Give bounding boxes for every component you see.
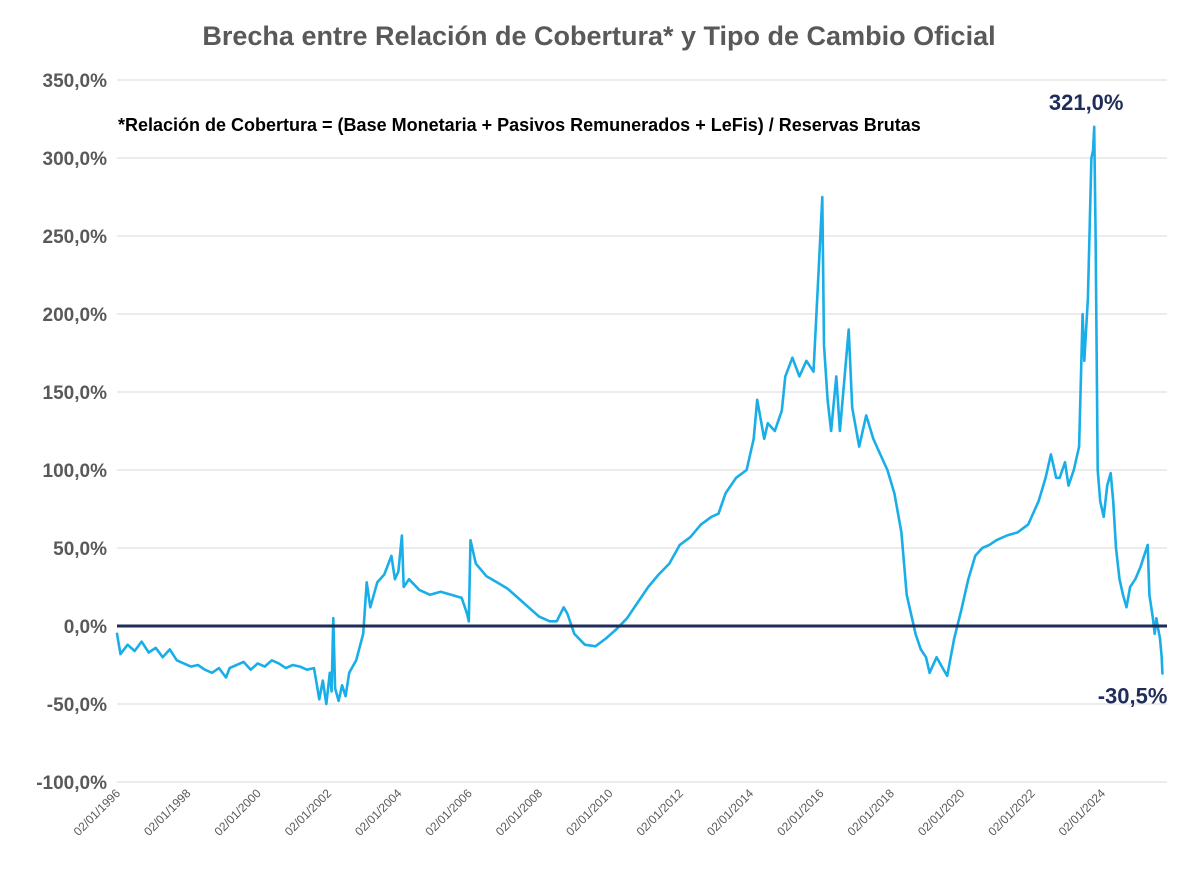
x-tick-label: 02/01/2006: [423, 786, 476, 839]
x-tick-label: 02/01/2018: [845, 786, 898, 839]
series-layer: [115, 125, 1164, 706]
x-tick-label: 02/01/2002: [282, 786, 335, 839]
y-tick-label: -50,0%: [47, 695, 107, 716]
x-tick-label: 02/01/2004: [352, 786, 405, 839]
y-tick-label: -100,0%: [36, 773, 107, 794]
max-value-label: 321,0%: [1049, 90, 1124, 115]
coverage-ratio-definition: *Relación de Cobertura = (Base Monetaria…: [118, 115, 921, 135]
x-tick-label: 02/01/2008: [493, 786, 546, 839]
y-tick-label: 150,0%: [43, 383, 108, 404]
y-tick-label: 350,0%: [43, 71, 108, 92]
y-tick-label: 250,0%: [43, 227, 108, 248]
series-line: [115, 125, 1164, 706]
x-tick-label: 02/01/2012: [634, 786, 687, 839]
y-tick-label: 200,0%: [43, 305, 108, 326]
y-tick-label: 100,0%: [43, 461, 108, 482]
x-tick-label: 02/01/1998: [141, 786, 194, 839]
y-tick-label: 0,0%: [64, 617, 107, 638]
y-tick-label: 300,0%: [43, 149, 108, 170]
data-labels: 321,0% -30,5%: [1049, 90, 1168, 708]
x-tick-label: 02/01/2010: [563, 786, 616, 839]
x-tick-label: 02/01/2022: [985, 786, 1038, 839]
grid-lines: [117, 79, 1167, 783]
x-tick-label: 02/01/2024: [1056, 786, 1109, 839]
chart-title: Brecha entre Relación de Cobertura* y Ti…: [202, 21, 995, 51]
y-axis-ticks: -100,0% -50,0% 0,0% 50,0% 100,0% 150,0% 200,0%…: [36, 71, 107, 794]
last-value-label: -30,5%: [1098, 684, 1168, 709]
x-axis-ticks: 02/01/1996 02/01/1998 02/01/2000 02/01/2002…: [71, 786, 1109, 839]
x-tick-label: 02/01/2014: [704, 786, 757, 839]
y-tick-label: 50,0%: [53, 539, 107, 560]
x-tick-label: 02/01/2020: [915, 786, 968, 839]
x-tick-label: 02/01/2000: [211, 786, 264, 839]
x-tick-label: 02/01/2016: [774, 786, 827, 839]
